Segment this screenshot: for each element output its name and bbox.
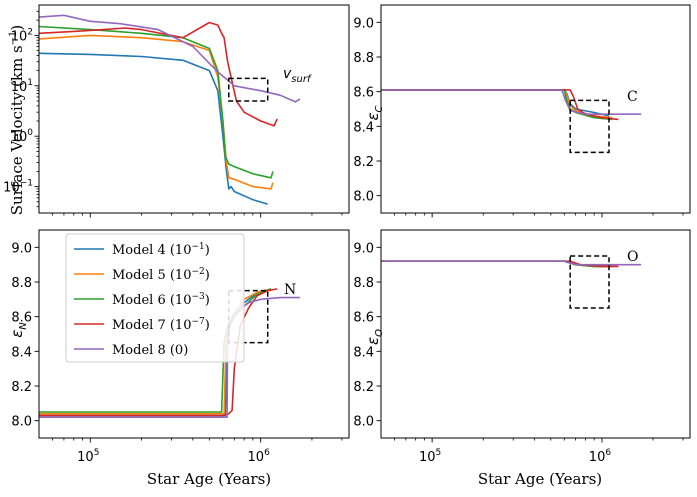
y-tick-label: 9.0 (353, 241, 374, 256)
y-tick-label: 8.4 (11, 345, 32, 360)
series-line-4 (381, 89, 619, 121)
xlabel-left: Star Age (Years) (147, 470, 271, 488)
oxygen-ylabel: εO (364, 329, 385, 345)
y-tick-label: 8.2 (353, 380, 374, 395)
velocity-panel: 102 101 100 10−1 (3, 4, 350, 218)
y-tick-label: 8.8 (353, 276, 374, 291)
legend-label: Model 7 (10 (112, 318, 191, 333)
legend-label: Model 6 (10 (112, 293, 191, 308)
nitrogen-ylabel: εN (8, 322, 29, 338)
nitrogen-annotation: N (284, 282, 296, 298)
legend-item: Model 8 (0) (74, 343, 188, 358)
svg-text:Model 4 (10−1): Model 4 (10−1) (112, 242, 210, 258)
y-tick-label: 8.6 (11, 311, 32, 326)
series-line-3 (381, 89, 613, 121)
oxygen-annotation: O (627, 249, 638, 265)
svg-text:Model 7 (10−7): Model 7 (10−7) (112, 317, 210, 333)
y-tick-label: 8.0 (11, 415, 32, 430)
y-tick-label: 8.4 (353, 120, 374, 135)
legend-item: Model 7 (10−7) (74, 317, 210, 333)
series-line-5 (381, 260, 642, 266)
svg-text:Model 6 (10−3): Model 6 (10−3) (112, 292, 210, 308)
legend-label: Model 5 (10 (112, 268, 191, 283)
y-tick-label: 102 (11, 27, 33, 44)
y-tick-label: 10−1 (3, 179, 33, 196)
axes-frame (38, 4, 350, 214)
series-line-5 (381, 89, 642, 115)
axes-frame (38, 229, 350, 439)
y-tick-label: 8.0 (353, 415, 374, 430)
legend-label: Model 8 (0) (112, 343, 188, 358)
y-tick-label: 8.6 (353, 86, 374, 101)
y-tick-label: 9.0 (11, 241, 32, 256)
xlabel-right: Star Age (Years) (478, 470, 602, 488)
x-tick-label: 105 (419, 448, 441, 465)
legend: Model 4 (10−1) Model 5 (10−2) Model 6 (1… (65, 233, 245, 363)
y-tick-label: 8.4 (353, 345, 374, 360)
y-tick-label: 8.2 (353, 155, 374, 170)
highlight-box (569, 99, 610, 154)
carbon-annotation: C (627, 89, 638, 105)
highlight-box (228, 77, 269, 102)
series-line-1 (39, 52, 268, 205)
oxygen-panel: 105 106 9.0 8.8 8.6 8.4 8.2 8.0 (353, 229, 691, 465)
svg-text:Model 5 (10−2): Model 5 (10−2) (112, 267, 210, 283)
vsurf-annotation: vsurf (283, 66, 312, 85)
legend-item: Model 4 (10−1) (74, 242, 210, 258)
y-tick-label: 8.0 (353, 190, 374, 205)
y-tick-label: 100 (11, 128, 34, 145)
y-tick-label: 8.8 (11, 276, 32, 291)
legend-label: Model 4 (10 (112, 243, 191, 258)
legend-item: Model 6 (10−3) (74, 292, 210, 308)
y-tick-label: 9.0 (353, 16, 374, 31)
series-line-4 (39, 21, 278, 127)
legend-item: Model 5 (10−2) (74, 267, 210, 283)
y-tick-label: 8.2 (11, 380, 32, 395)
axes-frame (380, 4, 691, 214)
x-tick-label: 105 (77, 448, 99, 465)
velocity-ylabel: Surface Velocity (km s−1) (8, 25, 26, 216)
y-tick-label: 101 (11, 78, 33, 95)
highlight-box (569, 255, 610, 309)
carbon-ylabel: εC (364, 105, 385, 120)
series-line-5 (39, 14, 301, 103)
carbon-panel: 9.0 8.8 8.6 8.4 8.2 8.0 (353, 4, 691, 218)
series-line-3 (39, 25, 274, 179)
legend-frame (65, 233, 245, 363)
x-tick-label: 106 (589, 448, 612, 465)
x-tick-label: 106 (248, 448, 271, 465)
y-tick-label: 8.6 (353, 311, 374, 326)
y-tick-label: 8.8 (353, 51, 374, 66)
axes-frame (380, 229, 691, 439)
